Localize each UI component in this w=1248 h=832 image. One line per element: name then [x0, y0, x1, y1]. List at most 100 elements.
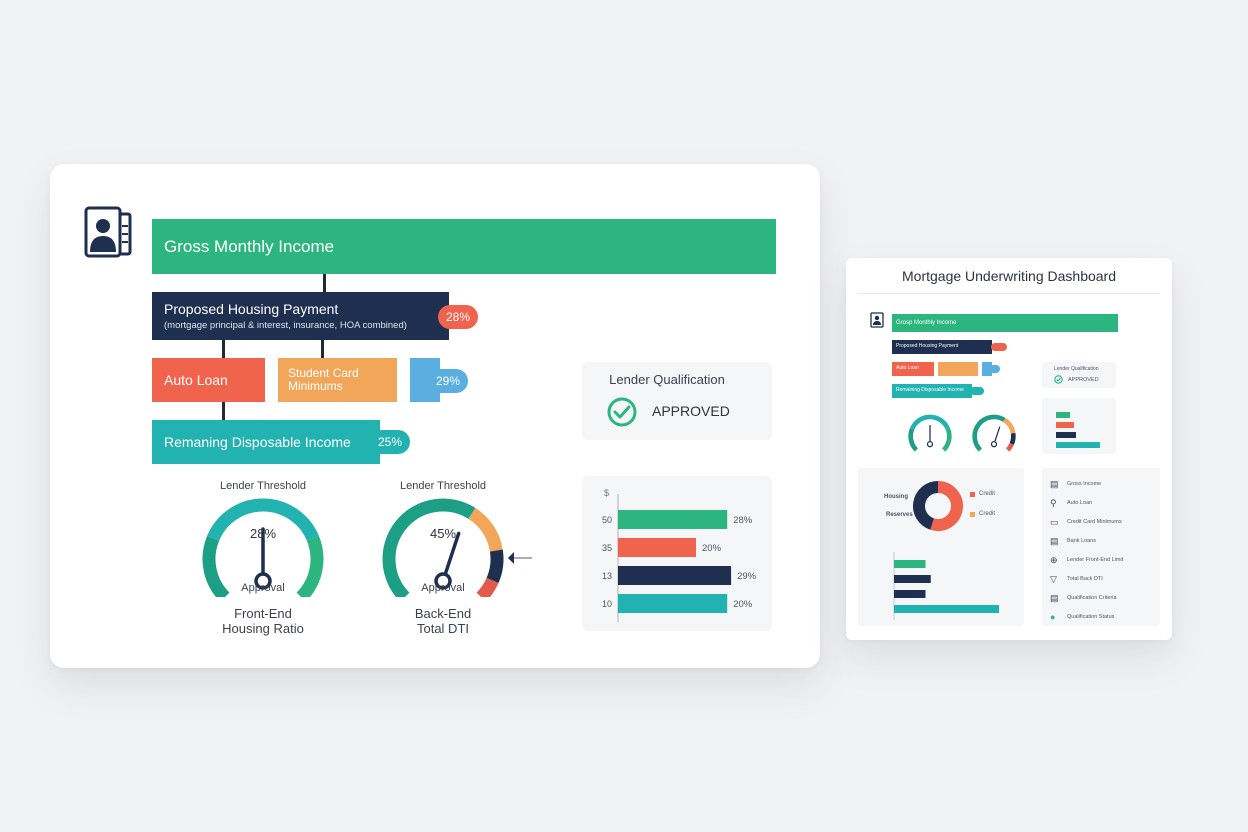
mini-donut-panel: Housing Reserves Credit Credit — [858, 468, 1024, 626]
document-icon: ▤ — [1050, 592, 1059, 603]
gauge-status: Approval — [241, 582, 285, 594]
remaining-income-bar[interactable]: Remaning Disposable Income — [152, 420, 380, 464]
checklist-item[interactable]: ▤ Gross Income — [1050, 478, 1101, 490]
legend-swatch — [970, 512, 975, 517]
mini-remaining-bar: Remaining Disposable Income — [892, 384, 972, 398]
mini-hbar — [894, 560, 926, 568]
mini-hbar — [894, 605, 999, 613]
donut-left-label: Reserves — [886, 512, 913, 518]
housing-payment-bar[interactable]: Proposed Housing Payment (mortgage princ… — [152, 292, 449, 340]
gauge-arc-segment — [382, 498, 476, 597]
mini-qualification-title: Lender Qualification — [1054, 366, 1099, 372]
checklist-item[interactable]: ▭ Credit Card Minimums — [1050, 516, 1122, 528]
needle-tail-icon — [508, 552, 532, 564]
card-icon: ▭ — [1050, 516, 1059, 527]
student-card-bar[interactable]: Student Card Minimums — [278, 358, 397, 402]
checklist-label: Gross Income — [1067, 481, 1102, 487]
gauge-value: 28% — [249, 526, 277, 541]
gauge-arc-segment — [476, 577, 499, 597]
caption-line: Housing Ratio — [222, 621, 304, 636]
checklist-item[interactable]: ● Qualification Status — [1050, 611, 1114, 623]
debts-badge: 29% — [428, 369, 468, 393]
remaining-income-label: Remaning Disposable Income — [164, 434, 351, 450]
gauge-arc-segment — [468, 507, 503, 552]
mini-housing-bar: Proposed Housing Payment — [892, 340, 992, 354]
mini-hbar — [894, 575, 931, 583]
auto-loan-bar[interactable]: Auto Loan — [152, 358, 265, 402]
bar-value-label: 28% — [733, 515, 753, 526]
bar — [618, 510, 728, 529]
mini-remaining-label: Remaining Disposable Income — [896, 387, 964, 393]
gauge-needle-hub — [990, 441, 998, 448]
student-card-line2: Minimums — [288, 379, 343, 393]
status-dot-icon: ● — [1050, 612, 1056, 622]
bar-value-label: 20% — [702, 543, 722, 554]
checklist-item[interactable]: ▤ Qualification Criteria — [1050, 592, 1117, 604]
bar-chart-svg: $50 28% 35 20% 13 29% 10 20% — [602, 488, 757, 622]
checklist-item[interactable]: ⚲ Auto Loan — [1050, 497, 1092, 509]
bar — [618, 538, 696, 557]
mini-qualification-panel: Lender Qualification APPROVED — [1042, 362, 1116, 388]
y-tick-label: 10 — [602, 599, 612, 609]
caption-line: Back-End — [414, 606, 472, 621]
checklist-label: Lender Front-End Limit — [1067, 557, 1124, 563]
mini-qualification-status: APPROVED — [1068, 377, 1099, 383]
dashboard-title: Mortgage Underwriting Dashboard — [902, 268, 1116, 284]
gauge-arc-segment — [972, 414, 1006, 452]
mini-card-bar — [938, 362, 978, 376]
back-end-gauge — [382, 498, 504, 597]
debt-bar-chart: $50 28% 35 20% 13 29% 10 20% — [582, 476, 772, 631]
checklist-item[interactable]: ⊕ Lender Front-End Limit — [1050, 554, 1123, 566]
checklist-label: Credit Card Minimums — [1067, 519, 1122, 525]
connector-line — [321, 340, 324, 358]
qualification-panel: Lender Qualification APPROVED — [582, 362, 772, 440]
connector-line — [222, 402, 225, 420]
gauge-arc-segment — [1005, 442, 1014, 452]
donut-slice — [913, 481, 939, 530]
gauge-needle-hub — [926, 441, 934, 448]
mini-hbar-chart — [893, 552, 999, 620]
checklist-label: Qualification Criteria — [1067, 595, 1117, 601]
front-end-caption: Front-End Housing Ratio — [203, 606, 323, 636]
gauge-arc-segment — [941, 428, 952, 452]
mini-bar — [1056, 422, 1074, 428]
y-tick-label: 35 — [602, 543, 612, 553]
bar-value-label: 29% — [737, 571, 757, 582]
gauge-threshold-label: Lender Threshold — [219, 480, 307, 492]
mortgage-dashboard-thumbnail[interactable]: Mortgage Underwriting Dashboard Grosp Mo… — [846, 258, 1172, 640]
back-end-caption: Back-End Total DTI — [383, 606, 503, 636]
checklist-item[interactable]: ▤ Bank Loans — [1050, 535, 1096, 547]
mini-debts-badge — [986, 365, 1000, 373]
mini-bar — [1056, 432, 1076, 438]
qualification-title: Lender Qualification — [609, 372, 725, 387]
gross-income-label: Gross Monthly Income — [164, 236, 335, 256]
mini-housing-label: Proposed Housing Payment — [896, 343, 959, 349]
checklist-item[interactable]: ▽ Total Back DTI — [1050, 573, 1103, 585]
mini-auto-label: Auto Loan — [896, 365, 919, 371]
gross-income-bar[interactable]: Gross Monthly Income — [152, 219, 776, 274]
document-icon: ▤ — [1050, 478, 1059, 489]
donut-left-label: Housing — [884, 494, 908, 500]
gauge-value: 45% — [429, 526, 457, 541]
donut-legend-label: Credit — [979, 511, 996, 517]
housing-ratio-badge: 28% — [438, 305, 478, 329]
document-icon: ▤ — [1050, 535, 1059, 546]
gauge-arc-segment — [486, 549, 504, 584]
y-tick-label: 13 — [602, 571, 612, 581]
gauge-arc-segment — [202, 535, 230, 597]
gauge-arc-segment — [908, 428, 919, 452]
gauge-arc-segment — [296, 535, 324, 597]
mini-donut-chart — [913, 481, 963, 531]
y-axis-header: $ — [604, 488, 609, 498]
bar-value-label: 20% — [733, 599, 753, 610]
remaining-badge: 25% — [370, 430, 410, 454]
housing-payment-title: Proposed Housing Payment — [164, 301, 339, 317]
auto-loan-label: Auto Loan — [164, 372, 228, 388]
qualification-status: APPROVED — [652, 403, 730, 419]
person-id-card-icon — [870, 312, 884, 328]
mini-checklist-panel: ▤ Gross Income ⚲ Auto Loan ▭ Credit Card Mini… — [1042, 468, 1160, 626]
person-id-card-icon — [84, 206, 132, 258]
donut-legend-label: Credit — [979, 491, 996, 497]
mini-income-label: Grosp Monthly Income — [896, 320, 957, 326]
mini-remaining-badge — [970, 387, 984, 395]
